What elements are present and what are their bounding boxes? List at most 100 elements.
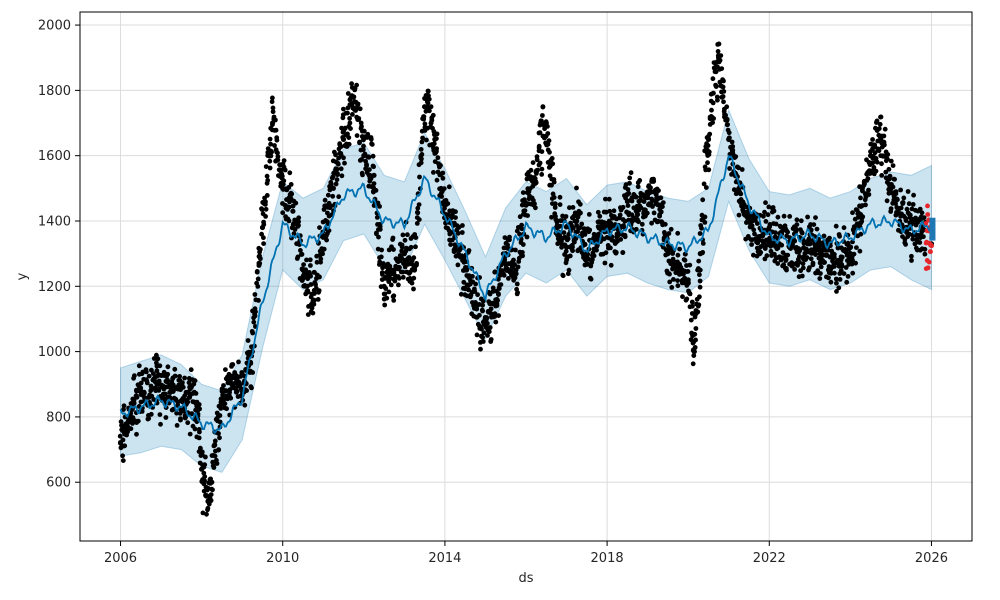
observed-point (772, 230, 778, 236)
observed-point (453, 215, 458, 221)
observed-point (519, 226, 525, 232)
observed-point (189, 411, 195, 416)
observed-point (627, 175, 633, 181)
observed-point (525, 213, 530, 219)
observed-point (134, 394, 140, 400)
observed-point (512, 275, 518, 281)
observed-point (826, 275, 831, 281)
observed-point (185, 420, 191, 426)
observed-point (871, 165, 877, 170)
observed-point (718, 53, 724, 58)
observed-point (838, 268, 844, 273)
observed-point (478, 346, 483, 352)
observed-point (378, 254, 384, 260)
observed-point (388, 282, 394, 288)
observed-point (263, 164, 269, 170)
observed-point (270, 105, 276, 111)
observed-point (193, 407, 199, 413)
observed-point (798, 218, 804, 224)
observed-point (699, 225, 704, 231)
observed-point (135, 418, 141, 424)
observed-point (557, 202, 563, 208)
observed-point (427, 108, 432, 114)
observed-point (784, 267, 789, 273)
observed-point (804, 255, 810, 260)
observed-point (408, 244, 414, 250)
observed-point (738, 191, 744, 197)
observed-point (551, 195, 557, 200)
observed-point (657, 213, 662, 219)
observed-point (879, 173, 885, 178)
observed-point (347, 120, 353, 126)
observed-point (316, 274, 322, 280)
observed-point (644, 210, 650, 216)
observed-point (445, 212, 451, 218)
observed-point (833, 223, 839, 229)
observed-point (890, 163, 896, 169)
observed-point (883, 169, 889, 175)
observed-point (165, 364, 171, 370)
observed-point (281, 164, 287, 170)
observed-point (721, 89, 727, 94)
observed-point (485, 321, 490, 326)
observed-point (837, 233, 842, 239)
observed-point (850, 210, 855, 216)
observed-point (572, 218, 578, 224)
observed-point (223, 367, 228, 372)
observed-point (210, 487, 215, 493)
observed-point (461, 285, 467, 291)
observed-point (511, 257, 516, 263)
observed-point (480, 298, 486, 304)
observed-point (608, 262, 614, 268)
observed-point (850, 270, 856, 276)
observed-point (258, 256, 263, 262)
observed-point (752, 231, 757, 237)
observed-point (885, 156, 890, 162)
observed-point (409, 280, 415, 286)
observed-point (839, 262, 845, 267)
observed-point (434, 131, 440, 137)
observed-point (270, 95, 275, 101)
observed-point (796, 249, 802, 255)
observed-point (903, 242, 908, 247)
observed-point (313, 282, 318, 288)
observed-point (691, 353, 697, 358)
observed-point (270, 109, 276, 115)
observed-point (439, 194, 444, 199)
observed-point (280, 181, 286, 187)
observed-point (519, 222, 524, 228)
observed-point (479, 307, 485, 313)
observed-point (818, 271, 823, 276)
observed-point (345, 91, 351, 96)
observed-point (617, 212, 623, 218)
observed-point (894, 196, 900, 202)
observed-point (128, 426, 134, 432)
observed-point (418, 160, 424, 166)
observed-point (863, 202, 868, 208)
observed-point (265, 178, 271, 183)
observed-point (233, 389, 239, 395)
observed-point (549, 156, 555, 161)
observed-point (700, 241, 706, 246)
observed-point (721, 78, 726, 84)
observed-point (860, 214, 866, 220)
observed-point (702, 220, 708, 225)
forecast-end-marker (929, 217, 936, 241)
observed-point (671, 277, 676, 282)
observed-point (919, 210, 925, 216)
observed-point (707, 131, 713, 137)
observed-point (148, 411, 154, 417)
observed-point (302, 271, 308, 277)
observed-point (534, 168, 540, 174)
observed-point (208, 498, 214, 503)
observed-point (689, 311, 695, 316)
observed-point (458, 291, 464, 297)
observed-point (373, 188, 379, 193)
observed-point (800, 265, 806, 271)
observed-point (561, 230, 567, 236)
observed-point (174, 410, 180, 416)
observed-point (405, 232, 410, 238)
observed-point (662, 221, 668, 227)
observed-point (370, 153, 376, 159)
observed-point (185, 399, 191, 405)
